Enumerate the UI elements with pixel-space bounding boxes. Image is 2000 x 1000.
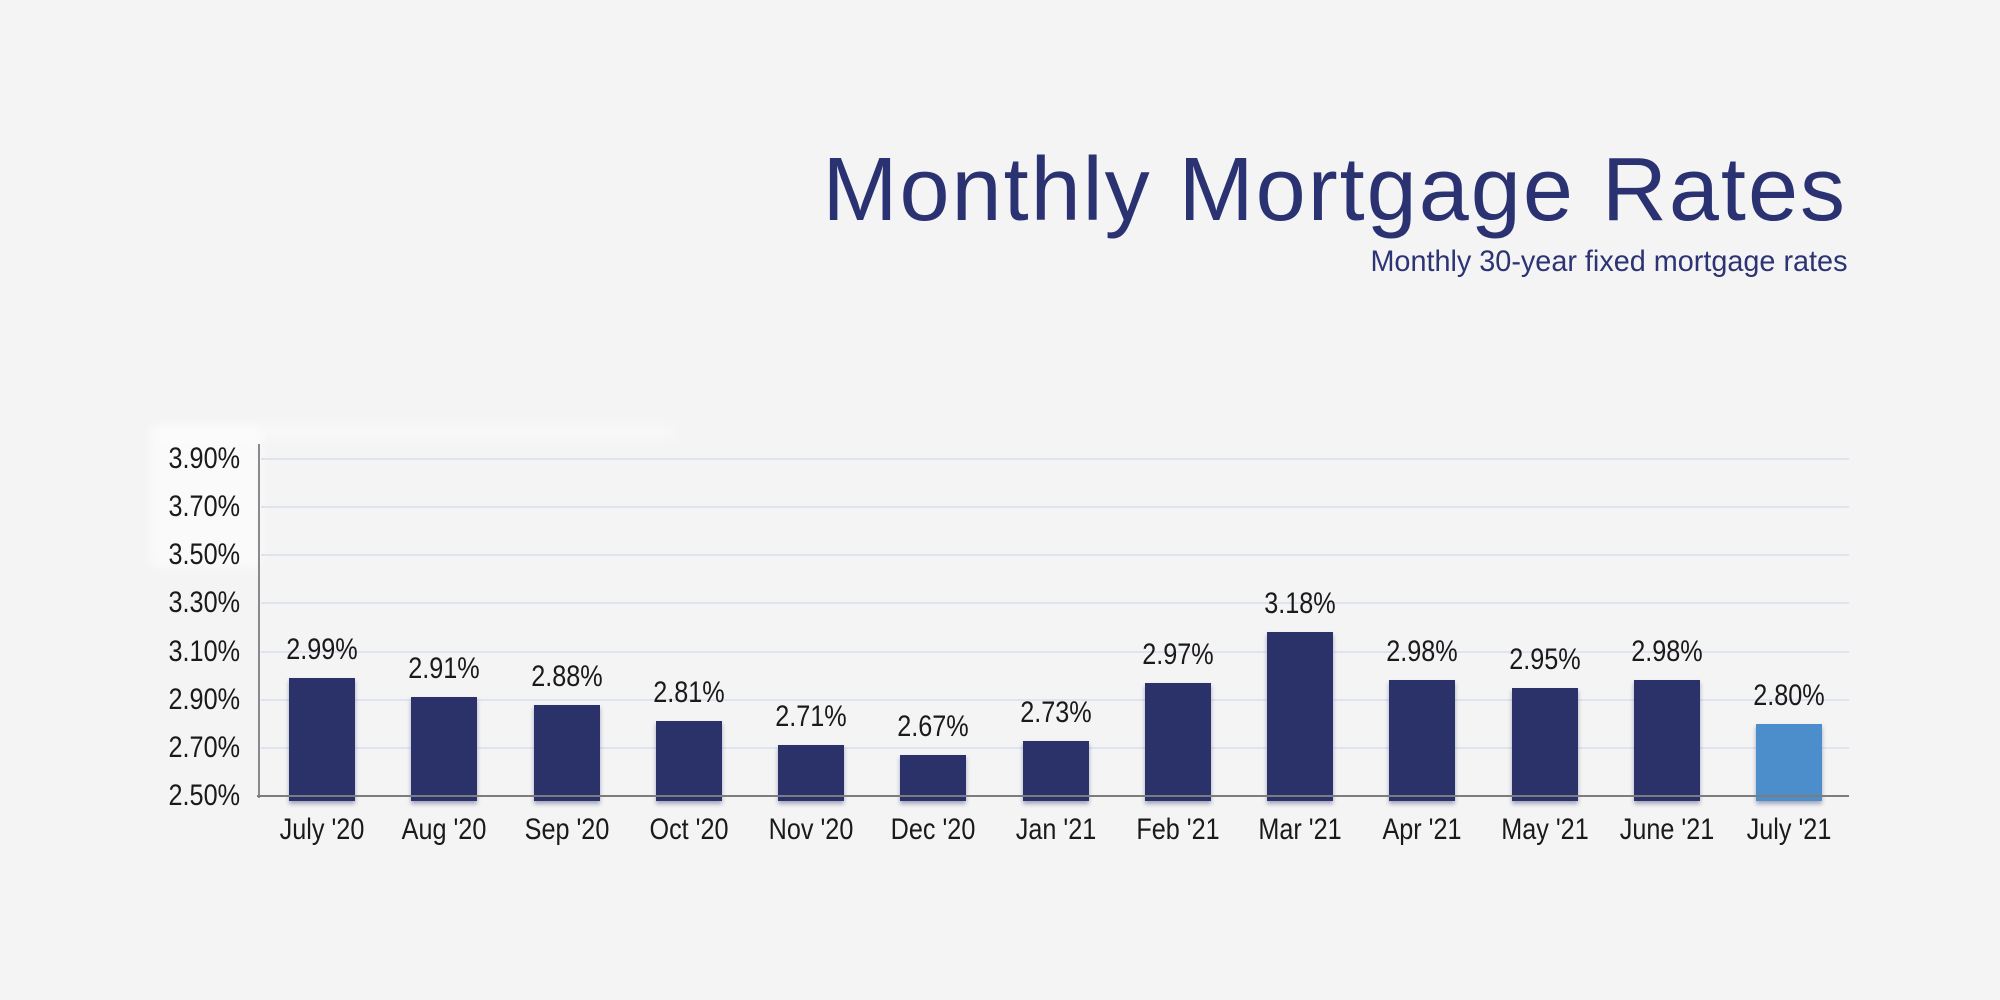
gridline [261,554,1849,557]
bar-value-label: 2.97% [1142,637,1214,671]
y-tick-label: 3.70% [168,490,240,524]
x-tick-label: July '20 [279,813,365,846]
bar-value-label: 2.67% [897,710,969,744]
bar-value-label: 2.98% [1631,635,1703,669]
x-tick-label: Oct '20 [649,813,729,846]
bar-value-label: 2.95% [1508,642,1581,676]
y-tick-label: 3.30% [168,586,240,620]
y-tick-label: 2.70% [168,730,240,764]
bar-value-label: 2.91% [408,652,480,686]
x-tick-label: Sep '20 [524,813,609,846]
bar-value-label: 2.88% [530,659,603,693]
x-tick-label: Feb '21 [1136,813,1220,846]
x-axis-line [257,795,1849,797]
y-tick-label: 2.50% [168,779,240,812]
bar [1022,740,1089,801]
gridline [261,506,1849,509]
bar [1144,682,1211,801]
gridline [261,698,1849,701]
bar [1389,680,1456,801]
x-tick-label: June '21 [1619,813,1715,846]
bar [1267,632,1333,801]
x-tick-label: Aug '20 [401,813,487,846]
y-tick-label: 2.90% [168,682,240,716]
x-tick-label: Nov '20 [768,813,854,846]
x-tick-label: Jan '21 [1015,813,1096,846]
bar-value-label: 2.73% [1019,695,1092,729]
y-tick-label: 3.90% [168,442,240,475]
y-tick-label: 3.10% [168,634,240,668]
gridline [261,650,1849,653]
bar [1633,680,1700,801]
gridline [261,602,1849,605]
bar-value-label: 2.98% [1386,635,1458,669]
x-tick-label: July '21 [1746,813,1832,846]
bar-value-label: 2.99% [286,633,358,667]
chart-subtitle: Monthly 30-year fixed mortgage rates [1369,245,1847,278]
bar [1511,687,1578,801]
chart-header: Monthly Mortgage Rates Monthly 30-year f… [823,140,1847,282]
gridline [261,458,1849,460]
bar [289,678,355,801]
x-tick-label: May '21 [1500,813,1589,846]
background-artifact-band [150,424,680,440]
bar [533,704,600,801]
bar-value-label: 3.18% [1264,587,1336,621]
y-tick-label: 3.50% [168,538,240,572]
bar [900,755,967,801]
y-axis-line [258,444,260,798]
bar [411,697,478,801]
bar-value-label: 2.71% [775,700,847,734]
bar [655,721,722,801]
x-tick-label: Dec '20 [890,813,976,846]
bar-value-label: 2.80% [1753,678,1825,712]
bar-value-label: 2.81% [653,676,725,710]
x-tick-label: Mar '21 [1258,813,1342,846]
x-tick-label: Apr '21 [1382,813,1462,846]
background-artifact-panel [150,426,262,568]
bar-highlighted [1756,723,1822,801]
bar [778,745,844,801]
chart-title: Monthly Mortgage Rates [822,140,1847,240]
